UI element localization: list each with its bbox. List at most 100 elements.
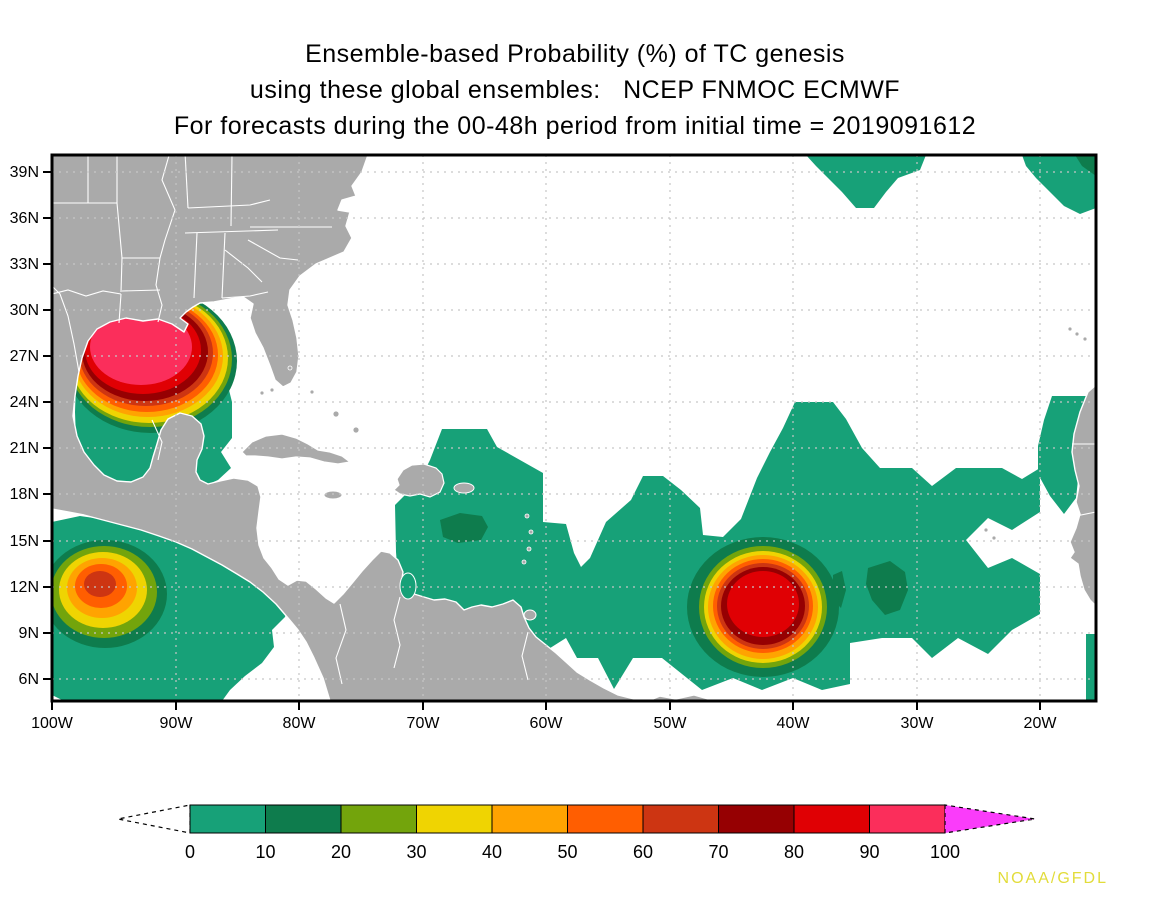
longitude-label: 80W	[283, 715, 317, 732]
colorbar-segment	[642, 804, 719, 834]
colorbar-segment	[567, 804, 644, 834]
island-speck	[528, 529, 534, 535]
colorbar-tick-label: 80	[784, 842, 804, 862]
latitude-label: 27N	[10, 348, 39, 365]
longitude-label: 30W	[901, 715, 935, 732]
latitude-label: 39N	[10, 164, 39, 181]
longitude-label: 90W	[160, 715, 194, 732]
land-americas	[53, 156, 712, 700]
colorbar: 0 10 20 30 40 50 60 70 80 90 100	[117, 804, 1036, 862]
island-cuba	[241, 433, 352, 465]
island-speck	[309, 389, 315, 395]
longitude-label: 60W	[530, 715, 564, 732]
colorbar-tick-label: 20	[331, 842, 351, 862]
longitude-label: 20W	[1024, 715, 1058, 732]
latitude-label: 21N	[10, 440, 39, 457]
colorbar-tick-label: 40	[482, 842, 502, 862]
colorbar-segment	[793, 804, 870, 834]
island-speck	[352, 426, 360, 434]
island-speck	[1067, 326, 1073, 332]
lake-maracaibo	[399, 572, 417, 600]
probability-field-0-10	[1086, 634, 1095, 700]
probability-field-10-20	[866, 561, 908, 615]
colorbar-segment	[491, 804, 568, 834]
colorbar-tick-label: 30	[406, 842, 426, 862]
chart-title-line-1: Ensemble-based Probability (%) of TC gen…	[305, 40, 845, 68]
latitude-label: 15N	[10, 533, 39, 550]
political-border	[193, 232, 198, 299]
latitude-label: 9N	[19, 625, 39, 642]
latitude-label: 24N	[10, 394, 39, 411]
colorbar-segment	[189, 804, 266, 834]
island-speck	[526, 546, 532, 552]
colorbar-tick-label: 60	[633, 842, 653, 862]
colorbar-segment	[869, 804, 946, 834]
political-border	[221, 232, 226, 299]
island-jamaica	[323, 490, 343, 500]
political-border	[159, 156, 176, 259]
island-speck	[269, 387, 275, 393]
colorbar-segment	[265, 804, 342, 834]
probability-field-0-10	[395, 402, 1040, 690]
island-speck	[991, 535, 997, 541]
colorbar-segment	[718, 804, 795, 834]
latitude-label: 36N	[10, 210, 39, 227]
island-speck	[332, 410, 340, 418]
island-speck	[1082, 336, 1088, 342]
credit-label: NOAA/GFDL	[997, 870, 1108, 887]
colorbar-tick-label: 70	[708, 842, 728, 862]
political-border	[1075, 511, 1095, 517]
political-border	[53, 289, 122, 297]
colorbar-segment	[340, 804, 417, 834]
island-speck	[521, 559, 527, 565]
political-border	[221, 291, 269, 299]
political-border	[230, 156, 233, 227]
island-speck	[287, 365, 293, 371]
political-border	[155, 257, 163, 323]
longitude-label: 40W	[777, 715, 811, 732]
colorbar-tick-label: 50	[557, 842, 577, 862]
longitude-label: 100W	[31, 715, 74, 732]
island-speck	[983, 527, 989, 533]
political-border	[335, 603, 347, 685]
island-hispaniola	[393, 463, 445, 498]
longitude-label: 50W	[654, 715, 688, 732]
colorbar-tick-label: 100	[930, 842, 960, 862]
chart-title-line-3: For forecasts during the 00-48h period f…	[173, 112, 977, 140]
probability-field-10-20	[1075, 156, 1095, 176]
latitude-label: 30N	[10, 302, 39, 319]
latitude-label: 6N	[19, 671, 39, 688]
island-trinidad	[523, 609, 537, 621]
colorbar-overflow-arrow	[944, 804, 1036, 834]
island-speck	[524, 513, 530, 519]
probability-field-10-20	[440, 513, 488, 543]
latitude-label: 18N	[10, 486, 39, 503]
political-border	[247, 239, 299, 261]
map-frame	[50, 153, 1098, 703]
political-border	[184, 156, 189, 209]
latitude-label: 33N	[10, 256, 39, 273]
atlantic-hotspot-ring	[727, 571, 799, 637]
political-border	[118, 293, 122, 324]
colorbar-underflow-arrow	[117, 804, 191, 834]
colorbar-tick-label: 0	[185, 842, 195, 862]
longitude-label: 70W	[407, 715, 441, 732]
probability-field-0-10	[1038, 396, 1088, 514]
political-border	[121, 289, 161, 292]
pacific-hotspot-ring	[84, 571, 116, 597]
political-border	[151, 419, 163, 461]
political-border	[184, 229, 279, 234]
latitude-label: 12N	[10, 579, 39, 596]
colorbar-tick-label: 10	[255, 842, 275, 862]
colorbar-segment	[416, 804, 493, 834]
land-africa	[1069, 384, 1095, 606]
map-plot-area	[53, 156, 1095, 700]
island-puerto-rico	[453, 482, 475, 494]
chart-title-line-2: using these global ensembles: NCEP FNMOC…	[249, 76, 901, 104]
island-speck	[1074, 331, 1080, 337]
island-speck	[259, 390, 265, 396]
colorbar-tick-label: 90	[859, 842, 879, 862]
political-border	[187, 199, 271, 209]
